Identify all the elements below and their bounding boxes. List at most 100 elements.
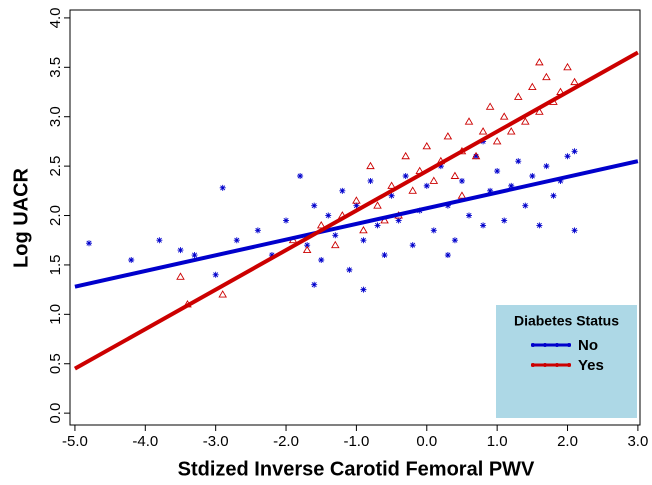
legend-dot	[567, 343, 571, 347]
data-point	[571, 227, 578, 234]
y-tick-label: 1.0	[47, 304, 64, 325]
data-point	[381, 252, 388, 259]
y-tick-label: 4.0	[47, 7, 64, 28]
x-tick-label: 1.0	[487, 433, 508, 450]
data-point	[529, 173, 536, 179]
data-point	[563, 62, 572, 71]
y-tick-label: 2.0	[47, 205, 64, 226]
data-point	[212, 271, 219, 278]
y-tick-label: 2.5	[47, 156, 64, 177]
data-point	[316, 221, 326, 229]
data-point	[353, 202, 360, 209]
data-point	[485, 102, 495, 110]
data-point	[501, 217, 508, 224]
data-point	[494, 168, 501, 175]
legend-dot	[555, 363, 559, 367]
data-point	[402, 173, 409, 179]
data-point	[564, 153, 571, 160]
y-axis-title: Log UACR	[10, 167, 32, 268]
x-tick-label: -1.0	[343, 433, 369, 450]
data-point	[367, 177, 374, 184]
data-point	[304, 242, 311, 249]
data-point	[444, 202, 451, 209]
legend-dot	[543, 363, 547, 367]
legend-dot	[555, 343, 559, 347]
data-point	[451, 237, 458, 244]
data-point	[466, 212, 472, 219]
fit-line	[74, 159, 639, 289]
data-point	[360, 237, 367, 244]
y-tick-label: 0.0	[47, 403, 64, 424]
data-point	[528, 82, 537, 91]
data-point	[360, 286, 367, 293]
data-point	[219, 184, 226, 191]
x-tick-label: -4.0	[132, 433, 158, 450]
data-point	[437, 163, 444, 170]
data-point	[550, 192, 557, 199]
x-tick-label: 0.0	[416, 433, 437, 450]
data-point	[331, 240, 340, 249]
plot-frame	[69, 9, 641, 426]
data-point	[543, 163, 550, 170]
y-tick-label: 0.5	[47, 353, 64, 374]
data-point	[128, 256, 135, 263]
data-point	[339, 187, 346, 194]
legend-title: Diabetes Status	[514, 313, 619, 329]
data-point	[471, 151, 481, 160]
data-point	[311, 202, 318, 209]
data-point	[536, 222, 543, 229]
legend-label: Yes	[578, 357, 604, 374]
data-point	[480, 222, 487, 229]
x-tick-label: 2.0	[557, 433, 578, 450]
data-point	[457, 191, 467, 199]
data-point	[487, 187, 494, 194]
data-point	[542, 72, 551, 81]
data-point	[521, 117, 530, 125]
data-point	[571, 148, 578, 155]
data-point	[352, 196, 361, 204]
data-point	[422, 141, 432, 150]
data-point	[473, 153, 480, 160]
data-point	[430, 227, 437, 234]
y-tick-label: 3.0	[47, 106, 64, 127]
data-point	[408, 186, 417, 194]
data-point	[366, 161, 375, 170]
data-point	[254, 227, 261, 234]
data-point	[458, 177, 465, 184]
data-point	[218, 290, 227, 298]
legend-dot	[531, 363, 535, 367]
data-point	[283, 217, 290, 224]
data-point	[325, 212, 332, 219]
y-tick-label: 1.5	[47, 254, 64, 275]
data-point	[444, 252, 451, 259]
data-point	[318, 256, 325, 263]
data-point	[191, 252, 198, 259]
data-point	[395, 217, 402, 224]
x-tick-label: -3.0	[203, 433, 229, 450]
data-point	[401, 151, 410, 160]
data-point	[373, 201, 382, 209]
data-point	[268, 252, 275, 259]
data-point	[557, 177, 564, 184]
legend-label: No	[578, 337, 598, 354]
data-point	[570, 77, 579, 86]
x-tick-label: 3.0	[627, 433, 648, 450]
legend-dot	[543, 343, 547, 347]
data-point	[332, 232, 339, 239]
data-point	[515, 158, 522, 165]
data-point	[508, 182, 515, 189]
data-point	[297, 173, 304, 179]
data-point	[374, 222, 381, 229]
data-point	[409, 242, 416, 249]
fit-line	[73, 50, 639, 371]
data-point	[464, 117, 474, 125]
data-point	[387, 181, 396, 189]
data-point	[176, 272, 185, 280]
x-axis-title: Stdized Inverse Carotid Femoral PWV	[178, 458, 535, 480]
data-point	[535, 107, 544, 115]
data-point	[86, 240, 92, 247]
legend-dot	[567, 363, 571, 367]
legend: Diabetes Status No Yes	[496, 305, 637, 418]
data-point	[535, 57, 544, 66]
